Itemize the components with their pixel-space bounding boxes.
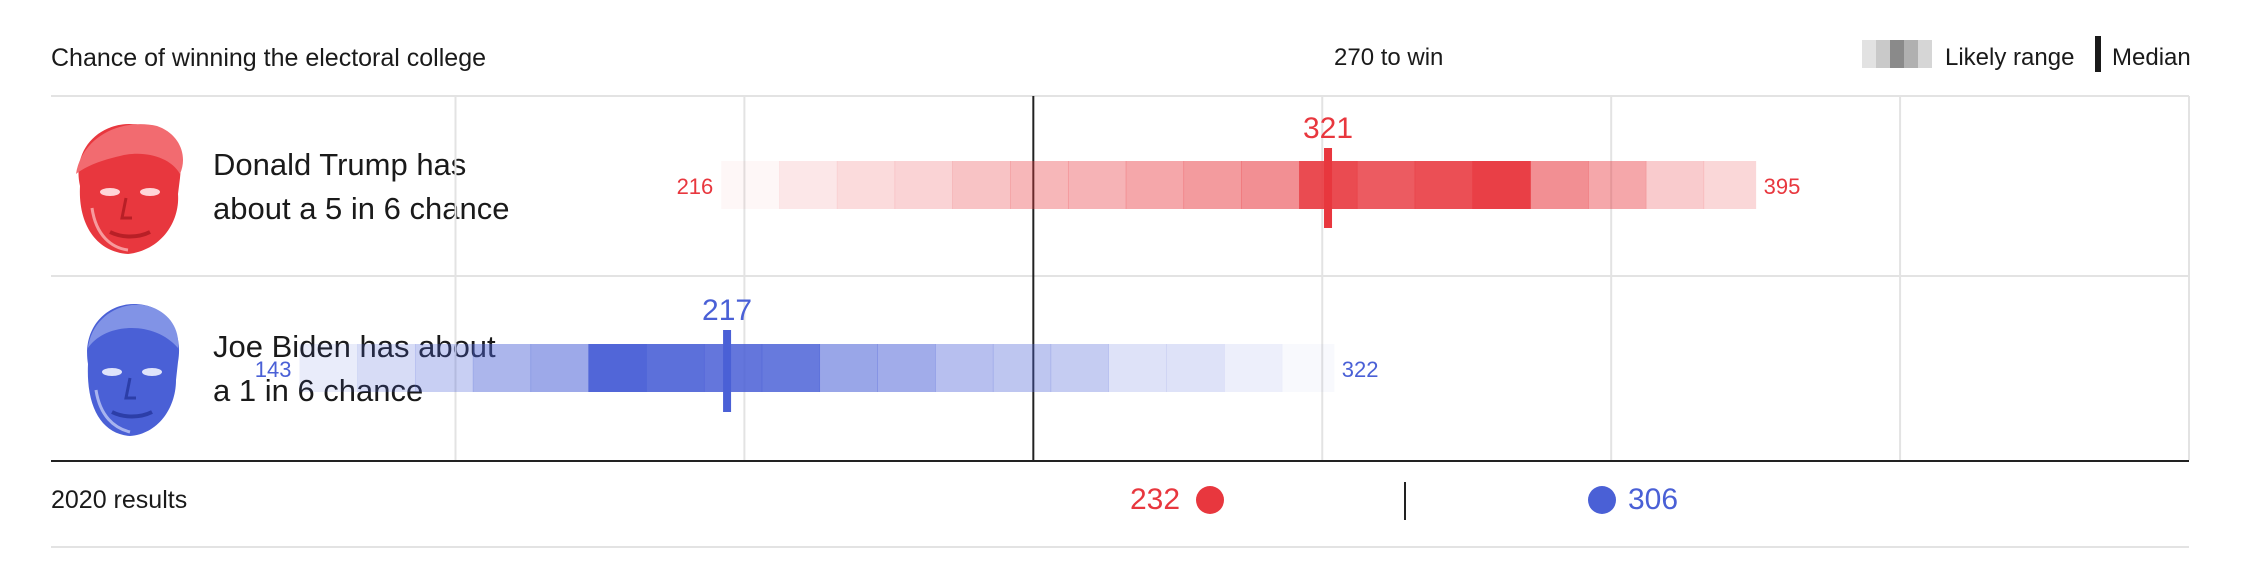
row-divider — [51, 275, 2189, 277]
biden-range-bin — [1224, 344, 1283, 392]
threshold-footer-tick — [1404, 482, 1406, 520]
biden-2020-result: 306 — [1628, 483, 1679, 516]
biden-range-bin — [761, 344, 821, 392]
chart-baseline — [51, 460, 2189, 462]
trump-range-bin — [1299, 161, 1358, 209]
biden-range-bin — [1281, 344, 1335, 392]
threshold-label: 270 to win — [1334, 44, 1444, 71]
median-legend-label: Median — [2112, 44, 2191, 71]
trump-range-bin — [1530, 161, 1589, 209]
trump-chance-line-2: about a 5 in 6 chance — [213, 191, 510, 226]
biden-result-dot — [1588, 486, 1616, 514]
trump-2020-result: 232 — [1130, 483, 1181, 516]
trump-median-marker — [1324, 148, 1333, 228]
results-2020-label: 2020 results — [51, 486, 188, 514]
biden-chance-line-2: a 1 in 6 chance — [213, 373, 424, 408]
trump-portrait-icon — [62, 116, 192, 258]
biden-portrait-icon — [66, 298, 196, 440]
trump-chance-line-1: Donald Trump has — [213, 147, 467, 182]
chart-title: Chance of winning the electoral college — [51, 44, 486, 72]
trump-range-bin — [1010, 161, 1069, 209]
trump-range-bin — [1183, 161, 1242, 209]
header-divider — [51, 95, 2189, 97]
trump-range-bin — [894, 161, 953, 209]
biden-range-bin — [819, 344, 878, 392]
trump-range-bin — [1241, 161, 1300, 209]
biden-range-bin — [703, 344, 763, 392]
trump-range-bin — [1125, 161, 1185, 209]
trump-result-dot — [1196, 486, 1224, 514]
trump-median-label: 321 — [1303, 112, 1353, 145]
biden-median-marker — [723, 330, 732, 412]
trump-range-bin — [1645, 161, 1705, 209]
biden-chance-line-1: Joe Biden has about — [213, 329, 496, 364]
trump-range-bin — [1356, 161, 1416, 209]
biden-range-bin — [877, 344, 936, 392]
trump-range-bin — [1472, 161, 1531, 209]
median-legend-mark — [2095, 36, 2101, 72]
biden-range-bin — [1166, 344, 1225, 392]
footer-divider — [51, 546, 2189, 548]
biden-range-max-label: 322 — [1342, 357, 1379, 382]
biden-range-bin — [530, 344, 589, 392]
likely-range-legend-swatch — [1862, 40, 1932, 68]
biden-range-bin — [1108, 344, 1167, 392]
trump-range-max-label: 395 — [1764, 174, 1801, 199]
biden-range-bin — [588, 344, 647, 392]
trump-range-bin — [721, 161, 780, 209]
likely-range-legend-label: Likely range — [1945, 44, 2075, 71]
biden-median-label: 217 — [702, 294, 752, 327]
biden-range-bin — [646, 344, 705, 392]
biden-range-bin — [992, 344, 1052, 392]
trump-range-bin — [1067, 161, 1127, 209]
trump-range-bin — [1588, 161, 1647, 209]
trump-range-bin — [952, 161, 1011, 209]
trump-range-bin — [1414, 161, 1473, 209]
trump-range-bin — [836, 161, 896, 209]
trump-range-bin — [1703, 161, 1757, 209]
trump-range-min-label: 216 — [677, 174, 714, 199]
biden-range-bin — [1050, 344, 1109, 392]
trump-range-bin — [779, 161, 838, 209]
biden-range-bin — [935, 344, 994, 392]
